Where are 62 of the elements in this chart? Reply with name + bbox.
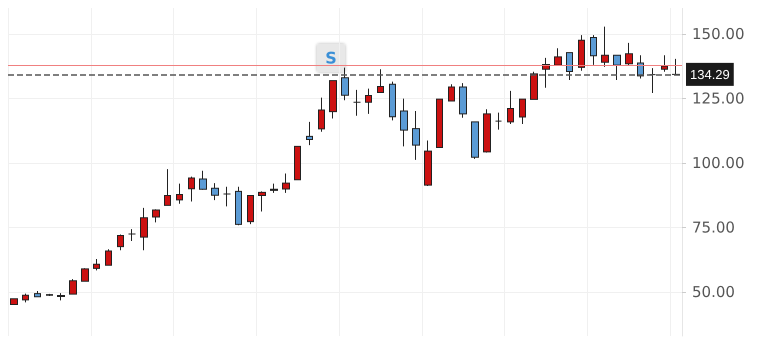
candlestick	[22, 293, 29, 303]
candlestick	[318, 97, 325, 132]
candlestick	[365, 88, 372, 114]
candlestick	[400, 98, 408, 147]
candlestick	[164, 168, 171, 206]
y-tick-label: 150.00	[692, 24, 744, 43]
candlestick	[424, 140, 432, 186]
candlestick	[57, 292, 65, 301]
candlestick	[649, 68, 656, 94]
candlestick	[34, 290, 41, 298]
candlestick	[566, 52, 573, 81]
candlestick	[306, 121, 313, 146]
candlestick	[128, 228, 136, 242]
candlestick	[81, 268, 89, 282]
candlestick	[554, 48, 562, 66]
candlestick	[93, 258, 100, 271]
candlestick	[117, 234, 124, 251]
candlestick	[105, 248, 112, 266]
candlestick	[613, 54, 621, 81]
candlestick	[625, 42, 633, 66]
candlestick	[69, 278, 77, 295]
candlestick	[152, 208, 160, 223]
candlestick	[270, 183, 278, 194]
candlestick	[353, 89, 361, 116]
candlestick	[235, 186, 242, 226]
candlestick	[294, 146, 301, 180]
candlestick	[140, 207, 148, 251]
candlestick	[448, 84, 455, 102]
candlestick	[199, 170, 207, 190]
candlestick	[223, 186, 231, 207]
candlestick	[46, 293, 53, 296]
candlestick	[436, 98, 443, 148]
candlestick	[377, 68, 384, 93]
candlestick	[495, 112, 502, 130]
candlestick	[601, 26, 609, 68]
candlestick	[389, 81, 396, 121]
candlestick	[329, 80, 337, 120]
candlestick	[471, 121, 479, 160]
candlestick	[672, 58, 680, 76]
candlestick	[412, 110, 420, 160]
candlestick	[590, 34, 597, 66]
y-tick-label: 75.00	[692, 218, 735, 237]
candlestick	[483, 108, 491, 154]
candlestick	[578, 34, 585, 72]
candlestick	[459, 82, 467, 118]
candlestick	[530, 71, 538, 100]
candlestick	[176, 183, 183, 204]
candlestick	[519, 98, 526, 124]
candlestick	[258, 190, 266, 212]
candlestick	[211, 182, 219, 201]
candlestick	[188, 176, 195, 202]
annotation: S	[325, 48, 337, 68]
candlestick	[507, 90, 514, 124]
y-tick-label: 125.00	[692, 89, 744, 108]
candlestick	[282, 173, 290, 194]
y-tick-label: 100.00	[692, 154, 744, 172]
candlestick	[10, 298, 18, 306]
candlestick	[341, 67, 349, 101]
candlestick	[661, 54, 668, 72]
y-tick-label: 50.00	[692, 283, 735, 302]
ref-line-label: 134.29	[690, 66, 730, 82]
candlestick	[247, 194, 254, 225]
